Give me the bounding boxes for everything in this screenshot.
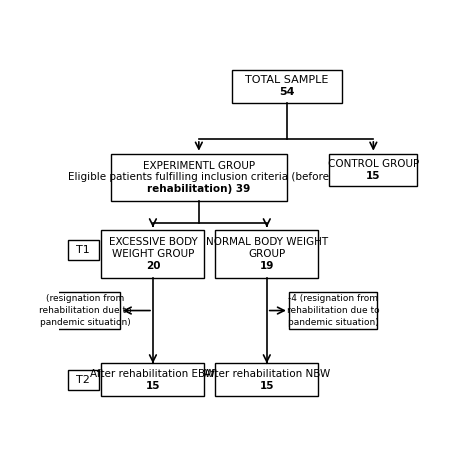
FancyBboxPatch shape <box>67 240 99 260</box>
Text: Eligible patients fulfilling inclusion criteria (before: Eligible patients fulfilling inclusion c… <box>68 173 329 182</box>
FancyBboxPatch shape <box>101 230 204 278</box>
Text: pandemic situation): pandemic situation) <box>40 318 130 327</box>
Text: rehabilitation due to: rehabilitation due to <box>39 306 131 315</box>
Text: TOTAL SAMPLE: TOTAL SAMPLE <box>246 75 328 85</box>
Text: -4 (resignation from: -4 (resignation from <box>288 294 378 303</box>
Text: 15: 15 <box>260 381 274 391</box>
Text: WEIGHT GROUP: WEIGHT GROUP <box>112 249 194 259</box>
Text: 19: 19 <box>260 261 274 271</box>
FancyBboxPatch shape <box>329 154 418 186</box>
FancyBboxPatch shape <box>215 364 318 396</box>
Text: pandemic situation): pandemic situation) <box>288 318 378 327</box>
Text: GROUP: GROUP <box>248 249 285 259</box>
FancyBboxPatch shape <box>110 154 287 201</box>
Text: 15: 15 <box>366 171 381 181</box>
FancyBboxPatch shape <box>101 364 204 396</box>
Text: NORMAL BODY WEIGHT: NORMAL BODY WEIGHT <box>206 237 328 247</box>
FancyBboxPatch shape <box>67 370 99 390</box>
Text: T1: T1 <box>76 246 90 255</box>
Text: rehabilitation due to: rehabilitation due to <box>287 306 379 315</box>
Text: 20: 20 <box>146 261 160 271</box>
Text: CONTROL GROUP: CONTROL GROUP <box>328 159 419 169</box>
Text: After rehabilitation NBW: After rehabilitation NBW <box>204 369 330 379</box>
FancyBboxPatch shape <box>232 70 342 102</box>
Text: T2: T2 <box>76 375 90 385</box>
Text: EXCESSIVE BODY: EXCESSIVE BODY <box>109 237 197 247</box>
Text: EXPERIMENTL GROUP: EXPERIMENTL GROUP <box>143 161 255 171</box>
FancyBboxPatch shape <box>50 292 120 329</box>
Text: (resignation from: (resignation from <box>46 294 124 303</box>
Text: rehabilitation) 39: rehabilitation) 39 <box>147 184 250 194</box>
FancyBboxPatch shape <box>289 292 377 329</box>
FancyBboxPatch shape <box>215 230 318 278</box>
Text: After rehabilitation EBW: After rehabilitation EBW <box>91 369 215 379</box>
Text: 54: 54 <box>279 87 295 97</box>
Text: 15: 15 <box>146 381 160 391</box>
